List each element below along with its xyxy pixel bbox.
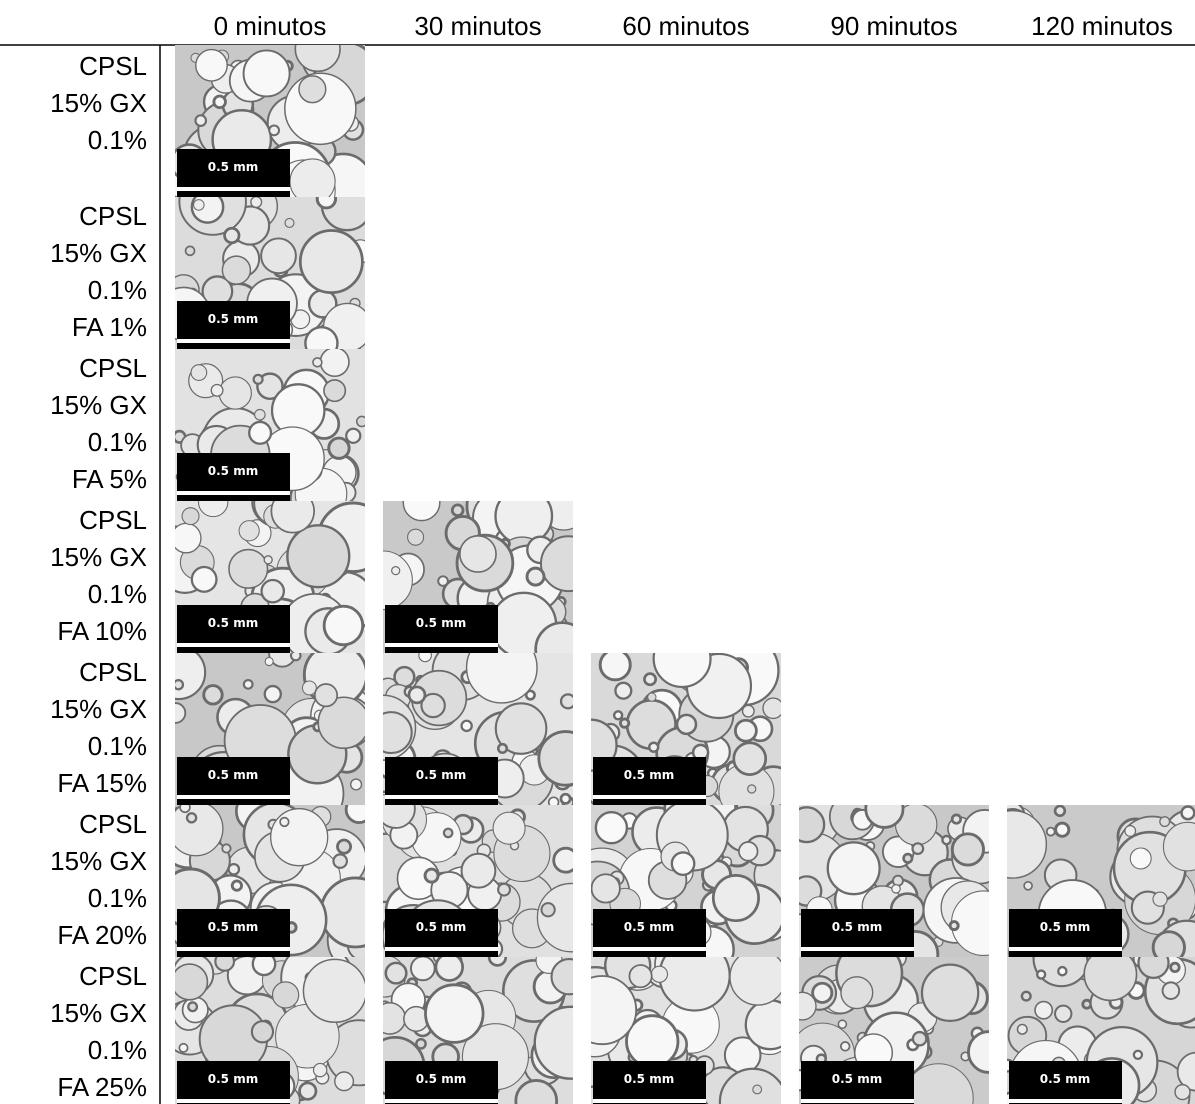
scale-bar	[385, 795, 498, 799]
row-label: CPSL	[79, 353, 147, 383]
scale-bar	[593, 795, 706, 799]
micrograph	[383, 501, 573, 653]
micrograph	[175, 197, 365, 349]
row-label: 0.1%	[88, 125, 147, 155]
scale-label: 0.5 mm	[208, 920, 258, 934]
row-label: FA 5%	[72, 464, 147, 494]
scale-label: 0.5 mm	[624, 768, 674, 782]
scale-label: 0.5 mm	[208, 160, 258, 174]
scale-label: 0.5 mm	[416, 1072, 466, 1086]
row-label: CPSL	[79, 961, 147, 991]
micrograph	[1007, 805, 1195, 957]
row-label: CPSL	[79, 657, 147, 687]
micrograph	[175, 805, 365, 957]
column-header: 120 minutos	[1031, 11, 1173, 41]
scale-bar	[1009, 1099, 1122, 1103]
scale-label: 0.5 mm	[208, 312, 258, 326]
scale-bar	[177, 947, 290, 951]
row-label: 0.1%	[88, 579, 147, 609]
column-header: 0 minutos	[214, 11, 327, 41]
row-label: 0.1%	[88, 427, 147, 457]
column-header: 60 minutos	[622, 11, 749, 41]
row-label: 0.1%	[88, 883, 147, 913]
scale-label: 0.5 mm	[624, 1072, 674, 1086]
micrograph	[591, 653, 781, 805]
scale-label: 0.5 mm	[208, 768, 258, 782]
scale-bar	[177, 491, 290, 495]
row-label: 15% GX	[50, 542, 147, 572]
micrograph	[175, 45, 365, 197]
scale-label: 0.5 mm	[832, 1072, 882, 1086]
row-label: 15% GX	[50, 238, 147, 268]
scale-bar	[385, 643, 498, 647]
row-label: FA 15%	[57, 768, 147, 798]
row-label: CPSL	[79, 505, 147, 535]
scale-bar-box	[177, 1061, 290, 1104]
row-label: 15% GX	[50, 390, 147, 420]
scale-label: 0.5 mm	[208, 616, 258, 630]
row-label: FA 25%	[57, 1072, 147, 1102]
scale-bar-box	[1009, 1061, 1122, 1104]
scale-bar-box	[801, 1061, 914, 1104]
column-header: 30 minutos	[414, 11, 541, 41]
row-label: 0.1%	[88, 1035, 147, 1065]
scale-label: 0.5 mm	[416, 920, 466, 934]
scale-bar	[177, 339, 290, 343]
row-label: FA 1%	[72, 312, 147, 342]
micrograph	[383, 805, 573, 957]
column-header: 90 minutos	[830, 11, 957, 41]
scale-label: 0.5 mm	[1040, 1072, 1090, 1086]
scale-bar-box	[385, 1061, 498, 1104]
scale-bar	[1009, 947, 1122, 951]
scale-bar	[385, 1099, 498, 1103]
scale-label: 0.5 mm	[624, 920, 674, 934]
micrograph	[175, 501, 365, 653]
row-label: 15% GX	[50, 846, 147, 876]
row-label: 0.1%	[88, 275, 147, 305]
scale-bar	[177, 187, 290, 191]
scale-label: 0.5 mm	[416, 768, 466, 782]
row-label: 15% GX	[50, 998, 147, 1028]
scale-label: 0.5 mm	[832, 920, 882, 934]
scale-bar	[801, 1099, 914, 1103]
micrograph	[799, 805, 989, 957]
row-label: CPSL	[79, 201, 147, 231]
scale-bar	[177, 643, 290, 647]
scale-label: 0.5 mm	[416, 616, 466, 630]
row-label: FA 10%	[57, 616, 147, 646]
scale-bar	[593, 947, 706, 951]
micrograph	[591, 805, 781, 957]
scale-bar	[801, 947, 914, 951]
scale-bar	[177, 1099, 290, 1103]
row-label: CPSL	[79, 809, 147, 839]
scale-label: 0.5 mm	[208, 464, 258, 478]
scale-bar-box	[593, 1061, 706, 1104]
micrograph	[175, 349, 365, 501]
micrograph	[1007, 957, 1195, 1104]
micrograph	[175, 957, 365, 1104]
row-label: CPSL	[79, 51, 147, 81]
micrograph	[591, 957, 781, 1104]
row-label: 15% GX	[50, 694, 147, 724]
scale-label: 0.5 mm	[208, 1072, 258, 1086]
scale-bar	[177, 795, 290, 799]
micrograph	[383, 653, 573, 805]
row-label: FA 20%	[57, 920, 147, 950]
row-label: 0.1%	[88, 731, 147, 761]
scale-bar	[593, 1099, 706, 1103]
scale-label: 0.5 mm	[1040, 920, 1090, 934]
row-label: 15% GX	[50, 88, 147, 118]
scale-bar	[385, 947, 498, 951]
micrograph	[175, 653, 365, 805]
micrograph	[799, 957, 989, 1104]
micrograph	[383, 957, 573, 1104]
